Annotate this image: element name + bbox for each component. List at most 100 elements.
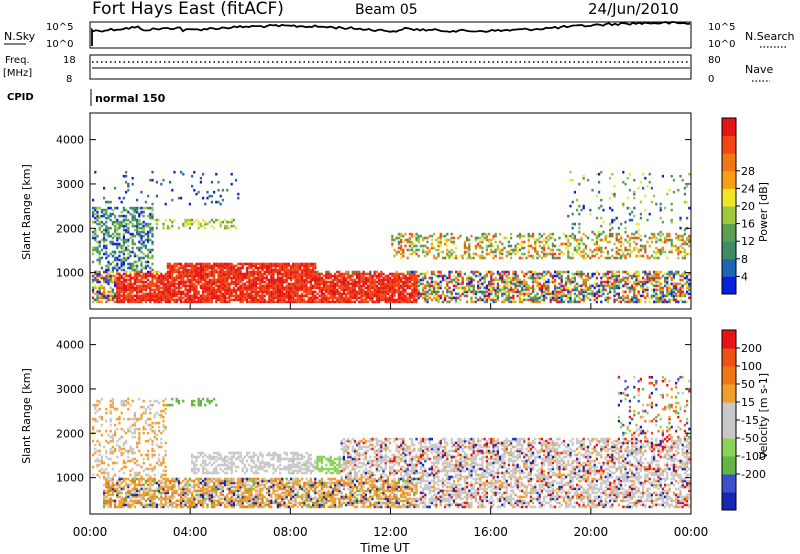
heatmap-cell <box>111 212 114 216</box>
heatmap-cell <box>111 208 114 212</box>
heatmap-cell <box>516 276 519 280</box>
heatmap-cell <box>565 288 568 292</box>
heatmap-cell <box>582 242 585 246</box>
heatmap-cell <box>483 286 486 290</box>
heatmap-cell <box>281 288 284 292</box>
heatmap-cell <box>120 290 123 294</box>
heatmap-cell <box>571 272 574 276</box>
heatmap-cell <box>237 296 240 300</box>
heatmap-cell <box>182 300 185 304</box>
heatmap-cell <box>125 272 128 276</box>
heatmap-cell <box>547 278 550 282</box>
heatmap-cell <box>226 280 229 284</box>
heatmap-cell <box>470 278 473 282</box>
heatmap-cell <box>246 262 249 266</box>
heatmap-cell <box>98 459 101 463</box>
heatmap-cell <box>206 264 209 268</box>
heatmap-cell <box>219 294 222 298</box>
heatmap-cell <box>560 270 563 274</box>
heatmap-cell <box>210 286 213 290</box>
heatmap-cell <box>114 258 117 262</box>
heatmap-cell <box>657 280 660 284</box>
heatmap-cell <box>446 244 449 248</box>
heatmap-cell <box>386 286 389 290</box>
heatmap-cell <box>565 284 568 288</box>
heatmap-cell <box>254 264 257 268</box>
heatmap-cell <box>298 272 301 276</box>
heatmap-cell <box>125 190 128 194</box>
heatmap-cell <box>103 238 106 242</box>
heatmap-cell <box>246 284 249 288</box>
heatmap-cell <box>435 282 438 286</box>
heatmap-cell <box>118 501 121 505</box>
heatmap-cell <box>543 252 546 256</box>
heatmap-cell <box>593 286 596 290</box>
heatmap-cell <box>613 286 616 290</box>
heatmap-cell <box>468 238 471 242</box>
heatmap-cell <box>228 296 231 300</box>
heatmap-cell <box>105 483 108 487</box>
heatmap-cell <box>235 284 238 288</box>
heatmap-cell <box>433 286 436 290</box>
heatmap-cell <box>329 296 332 300</box>
heatmap-cell <box>314 290 317 294</box>
heatmap-cell <box>525 280 528 284</box>
heatmap-cell <box>105 230 108 234</box>
heatmap-cell <box>169 296 172 300</box>
heatmap-cell <box>591 294 594 298</box>
heatmap-cell <box>558 290 561 294</box>
heatmap-cell <box>116 228 119 232</box>
heatmap-cell <box>336 288 339 292</box>
heatmap-cell <box>111 449 114 453</box>
heatmap-cell <box>496 282 499 286</box>
heatmap-cell <box>105 491 108 495</box>
heatmap-cell <box>351 282 354 286</box>
heatmap-cell <box>98 399 101 403</box>
heatmap-cell <box>430 278 433 282</box>
heatmap-cell <box>116 268 119 272</box>
heatmap-cell <box>151 276 154 280</box>
heatmap-cell <box>272 286 275 290</box>
heatmap-cell <box>573 272 576 276</box>
heatmap-cell <box>226 188 229 192</box>
heatmap-cell <box>417 280 420 284</box>
heatmap-cell <box>439 284 442 288</box>
heatmap-cell <box>521 288 524 292</box>
heatmap-cell <box>477 236 480 240</box>
heatmap-cell <box>481 246 484 250</box>
heatmap-cell <box>349 298 352 302</box>
heatmap-cell <box>107 463 110 467</box>
heatmap-cell <box>428 296 431 300</box>
heatmap-cell <box>400 284 403 288</box>
heatmap-cell <box>327 270 330 274</box>
heatmap-cell <box>120 260 123 264</box>
heatmap-cell <box>118 196 121 200</box>
heatmap-cell <box>345 298 348 302</box>
heatmap-cell <box>219 272 222 276</box>
heatmap-cell <box>140 262 143 266</box>
heatmap-cell <box>582 250 585 254</box>
heatmap-cell <box>175 290 178 294</box>
heatmap-cell <box>336 298 339 302</box>
heatmap-cell <box>613 284 616 288</box>
heatmap-cell <box>419 234 422 238</box>
heatmap-cell <box>532 286 535 290</box>
heatmap-cell <box>496 294 499 298</box>
heatmap-cell <box>120 453 123 457</box>
heatmap-cell <box>173 288 176 292</box>
heatmap-cell <box>92 198 95 202</box>
heatmap-cell <box>679 218 682 222</box>
heatmap-cell <box>118 232 121 236</box>
heatmap-cell <box>279 270 282 274</box>
heatmap-cell <box>373 288 376 292</box>
heatmap-cell <box>424 250 427 254</box>
heatmap-cell <box>217 272 220 276</box>
heatmap-cell <box>131 176 134 180</box>
heatmap-cell <box>100 256 103 260</box>
heatmap-cell <box>301 274 304 278</box>
heatmap-cell <box>226 276 229 280</box>
heatmap-cell <box>243 286 246 290</box>
heatmap-cell <box>439 232 442 236</box>
heatmap-cell <box>670 292 673 296</box>
heatmap-cell <box>415 276 418 280</box>
